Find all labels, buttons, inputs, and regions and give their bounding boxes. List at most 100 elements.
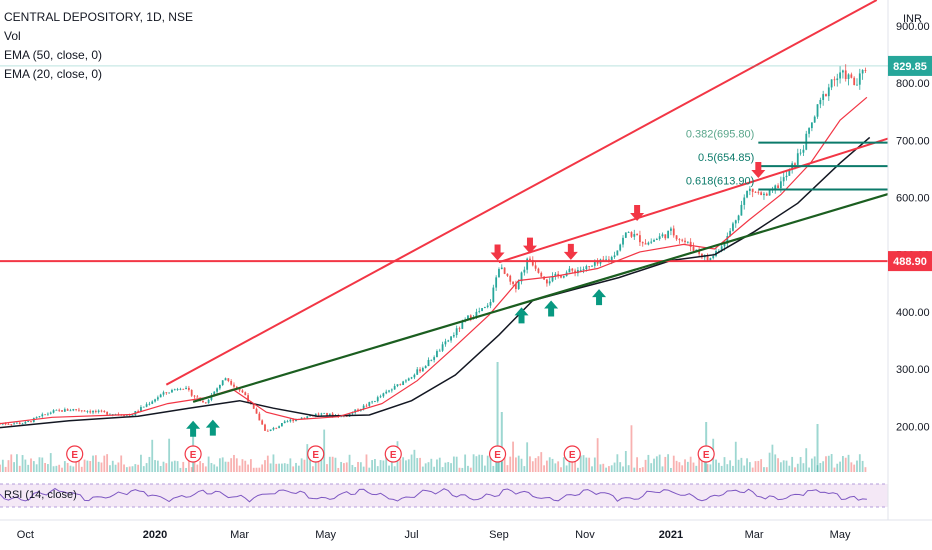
candle-body bbox=[765, 193, 768, 196]
volume-bar bbox=[664, 456, 667, 472]
earnings-marker bbox=[66, 445, 84, 463]
volume-bar bbox=[537, 456, 540, 472]
candle-body bbox=[458, 328, 461, 330]
candle-body bbox=[218, 385, 221, 389]
volume-bar bbox=[343, 463, 345, 472]
candle-body bbox=[861, 70, 864, 74]
volume-bar bbox=[825, 456, 827, 472]
volume-bar bbox=[30, 458, 32, 472]
volume-bar bbox=[204, 466, 207, 472]
candle-body bbox=[717, 250, 720, 252]
volume-bar bbox=[509, 456, 512, 472]
volume-bar bbox=[345, 462, 348, 472]
volume-bar bbox=[402, 457, 405, 472]
candle-body bbox=[402, 381, 405, 385]
candle-body bbox=[63, 409, 66, 412]
volume-bar bbox=[599, 464, 602, 472]
candle-body bbox=[399, 384, 402, 386]
candle-body bbox=[478, 311, 481, 312]
volume-bar bbox=[577, 467, 579, 472]
candle-body bbox=[328, 413, 331, 416]
volume-bar bbox=[72, 466, 75, 472]
volume-bar bbox=[529, 456, 531, 472]
candle-body bbox=[202, 400, 204, 403]
volume-bar bbox=[802, 463, 805, 472]
volume-bar bbox=[653, 458, 655, 472]
candle-body bbox=[365, 405, 368, 407]
candle-body bbox=[78, 409, 80, 411]
candle-body bbox=[289, 419, 292, 422]
candle-body bbox=[41, 414, 44, 417]
up-arrow-marker bbox=[544, 300, 559, 317]
candle-body bbox=[10, 424, 13, 426]
volume-bar bbox=[571, 455, 574, 472]
legend-ema20[interactable]: EMA (20, close, 0) bbox=[4, 67, 103, 81]
candle-body bbox=[653, 240, 655, 242]
price-tick-label: 200.00 bbox=[896, 421, 930, 433]
volume-bar bbox=[582, 455, 585, 472]
candle-body bbox=[148, 403, 151, 405]
candle-body bbox=[416, 369, 419, 375]
volume-bar bbox=[782, 460, 785, 472]
candle-body bbox=[743, 197, 746, 205]
candle-body bbox=[672, 228, 675, 236]
volume-bar bbox=[785, 460, 788, 472]
volume-bar bbox=[500, 461, 503, 472]
volume-bar bbox=[224, 461, 227, 472]
volume-bar bbox=[151, 439, 154, 472]
volume-bar bbox=[154, 460, 156, 472]
volume-bar bbox=[441, 467, 444, 472]
candle-body bbox=[512, 281, 514, 285]
volume-bar bbox=[159, 466, 162, 472]
volume-bar bbox=[196, 464, 199, 472]
candle-body bbox=[737, 215, 740, 221]
candle-body bbox=[52, 410, 55, 413]
volume-bar bbox=[407, 459, 410, 472]
candle-body bbox=[303, 417, 306, 419]
candle-body bbox=[498, 269, 500, 278]
volume-bar bbox=[100, 462, 103, 472]
candle-body bbox=[213, 391, 216, 395]
price-tick-label: 900.00 bbox=[896, 21, 930, 33]
candle-body bbox=[763, 193, 765, 196]
volume-bar bbox=[202, 463, 204, 472]
volume-bar bbox=[467, 465, 469, 472]
volume-bar bbox=[737, 459, 740, 472]
volume-bar bbox=[199, 461, 202, 472]
green-trend-line bbox=[192, 193, 889, 403]
candle-body bbox=[492, 287, 495, 302]
volume-bar bbox=[114, 464, 117, 472]
ema20-line bbox=[0, 96, 868, 425]
earnings-marker-letter: E bbox=[71, 450, 78, 461]
candle-body bbox=[520, 272, 523, 282]
volume-bar bbox=[816, 465, 819, 472]
volume-bar bbox=[92, 455, 94, 472]
candle-body bbox=[469, 315, 472, 319]
candle-body bbox=[610, 257, 613, 261]
volume-bar bbox=[754, 461, 757, 472]
volume-bar bbox=[554, 463, 557, 472]
volume-bar bbox=[258, 467, 261, 472]
candle-body bbox=[630, 232, 633, 237]
trend-lines[interactable] bbox=[0, 0, 889, 429]
candle-body bbox=[193, 395, 196, 397]
candle-body bbox=[698, 249, 701, 254]
volume-bar bbox=[813, 456, 816, 472]
volume-bar bbox=[306, 444, 309, 472]
candle-body bbox=[182, 388, 185, 390]
volume-bar bbox=[523, 466, 526, 472]
legend-ema50[interactable]: EMA (50, close, 0) bbox=[4, 48, 103, 62]
legend-volume[interactable]: Vol bbox=[4, 29, 21, 43]
legend-symbol[interactable]: CENTRAL DEPOSITORY, 1D, NSE bbox=[4, 10, 193, 24]
volume-bar bbox=[579, 455, 582, 472]
volume-bar bbox=[362, 466, 365, 472]
down-arrow-marker bbox=[751, 162, 766, 179]
volume-bar bbox=[156, 460, 159, 472]
volume-bar bbox=[819, 462, 822, 472]
candle-body bbox=[38, 416, 41, 418]
candle-body bbox=[732, 223, 734, 231]
candle-body bbox=[489, 301, 492, 306]
up-arrow-marker bbox=[592, 289, 607, 306]
